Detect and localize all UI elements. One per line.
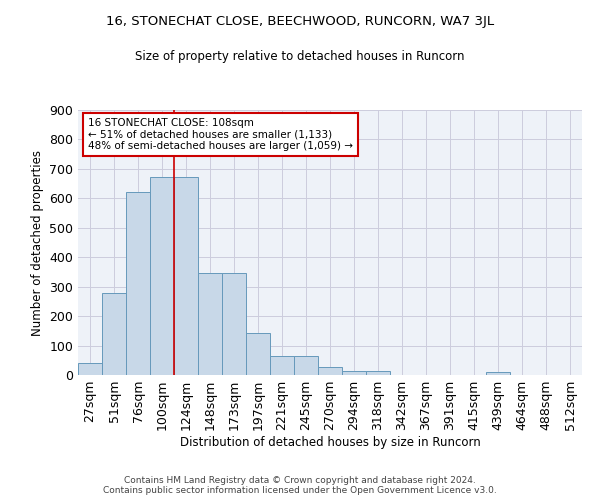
Bar [174,177,198,375]
Bar [102,292,126,375]
Bar [342,370,366,375]
Bar [366,372,390,375]
Bar [222,274,246,375]
Text: 16, STONECHAT CLOSE, BEECHWOOD, RUNCORN, WA7 3JL: 16, STONECHAT CLOSE, BEECHWOOD, RUNCORN,… [106,15,494,28]
Bar [270,356,294,375]
Bar [486,372,510,375]
Bar [318,367,342,375]
Bar [294,356,318,375]
Bar [150,177,174,375]
Bar [78,362,102,375]
X-axis label: Distribution of detached houses by size in Runcorn: Distribution of detached houses by size … [179,436,481,449]
Bar [198,274,222,375]
Y-axis label: Number of detached properties: Number of detached properties [31,150,44,336]
Bar [126,192,150,375]
Bar [246,333,270,375]
Text: 16 STONECHAT CLOSE: 108sqm
← 51% of detached houses are smaller (1,133)
48% of s: 16 STONECHAT CLOSE: 108sqm ← 51% of deta… [88,118,353,151]
Text: Contains HM Land Registry data © Crown copyright and database right 2024.
Contai: Contains HM Land Registry data © Crown c… [103,476,497,495]
Text: Size of property relative to detached houses in Runcorn: Size of property relative to detached ho… [135,50,465,63]
